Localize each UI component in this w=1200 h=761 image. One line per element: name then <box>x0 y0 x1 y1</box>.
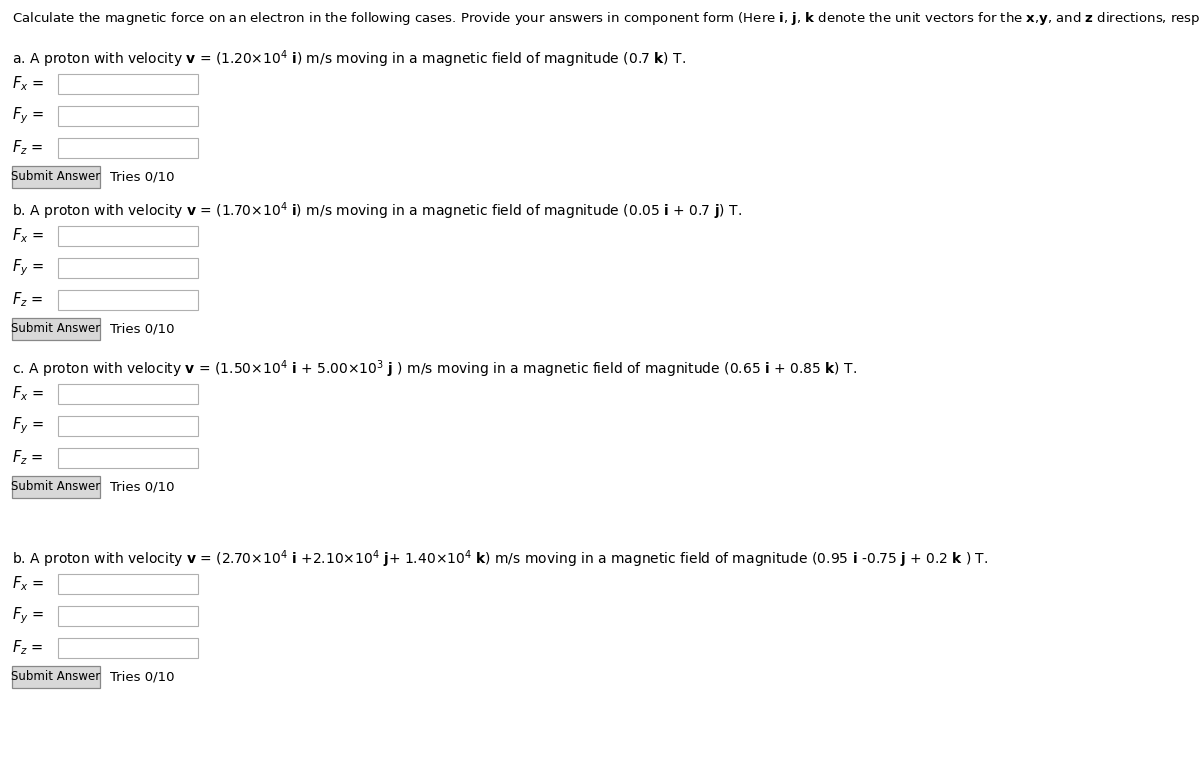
FancyBboxPatch shape <box>58 448 198 468</box>
Text: $F_y$ =: $F_y$ = <box>12 258 44 279</box>
Text: Tries 0/10: Tries 0/10 <box>110 170 174 183</box>
FancyBboxPatch shape <box>12 318 100 340</box>
Text: a. A proton with velocity $\mathbf{v}$ = (1.20×10$^{4}$ $\mathbf{i}$) m/s moving: a. A proton with velocity $\mathbf{v}$ =… <box>12 48 686 69</box>
FancyBboxPatch shape <box>58 416 198 436</box>
FancyBboxPatch shape <box>12 666 100 688</box>
Text: Tries 0/10: Tries 0/10 <box>110 323 174 336</box>
FancyBboxPatch shape <box>58 638 198 658</box>
FancyBboxPatch shape <box>58 574 198 594</box>
FancyBboxPatch shape <box>58 384 198 404</box>
FancyBboxPatch shape <box>58 106 198 126</box>
FancyBboxPatch shape <box>58 606 198 626</box>
Text: $F_z$ =: $F_z$ = <box>12 449 43 467</box>
Text: Tries 0/10: Tries 0/10 <box>110 670 174 683</box>
Text: $F_z$ =: $F_z$ = <box>12 291 43 310</box>
Text: b. A proton with velocity $\mathbf{v}$ = (2.70×10$^{4}$ $\mathbf{i}$ +2.10×10$^{: b. A proton with velocity $\mathbf{v}$ =… <box>12 548 989 569</box>
FancyBboxPatch shape <box>58 138 198 158</box>
Text: $F_x$ =: $F_x$ = <box>12 227 44 245</box>
Text: b. A proton with velocity $\mathbf{v}$ = (1.70×10$^{4}$ $\mathbf{i}$) m/s moving: b. A proton with velocity $\mathbf{v}$ =… <box>12 200 742 221</box>
Text: $F_z$ =: $F_z$ = <box>12 139 43 158</box>
Text: $F_y$ =: $F_y$ = <box>12 106 44 126</box>
Text: Submit Answer: Submit Answer <box>11 323 101 336</box>
Text: Calculate the magnetic force on an electron in the following cases. Provide your: Calculate the magnetic force on an elect… <box>12 10 1200 27</box>
FancyBboxPatch shape <box>12 476 100 498</box>
Text: Tries 0/10: Tries 0/10 <box>110 480 174 493</box>
Text: Submit Answer: Submit Answer <box>11 480 101 493</box>
Text: $F_y$ =: $F_y$ = <box>12 606 44 626</box>
Text: c. A proton with velocity $\mathbf{v}$ = (1.50×10$^{4}$ $\mathbf{i}$ + 5.00×10$^: c. A proton with velocity $\mathbf{v}$ =… <box>12 358 857 380</box>
FancyBboxPatch shape <box>58 226 198 246</box>
FancyBboxPatch shape <box>58 258 198 278</box>
FancyBboxPatch shape <box>12 166 100 188</box>
Text: $F_x$ =: $F_x$ = <box>12 75 44 94</box>
Text: Submit Answer: Submit Answer <box>11 170 101 183</box>
Text: $F_z$ =: $F_z$ = <box>12 638 43 658</box>
Text: $F_y$ =: $F_y$ = <box>12 416 44 436</box>
FancyBboxPatch shape <box>58 290 198 310</box>
Text: $F_x$ =: $F_x$ = <box>12 384 44 403</box>
Text: $F_x$ =: $F_x$ = <box>12 575 44 594</box>
FancyBboxPatch shape <box>58 74 198 94</box>
Text: Submit Answer: Submit Answer <box>11 670 101 683</box>
